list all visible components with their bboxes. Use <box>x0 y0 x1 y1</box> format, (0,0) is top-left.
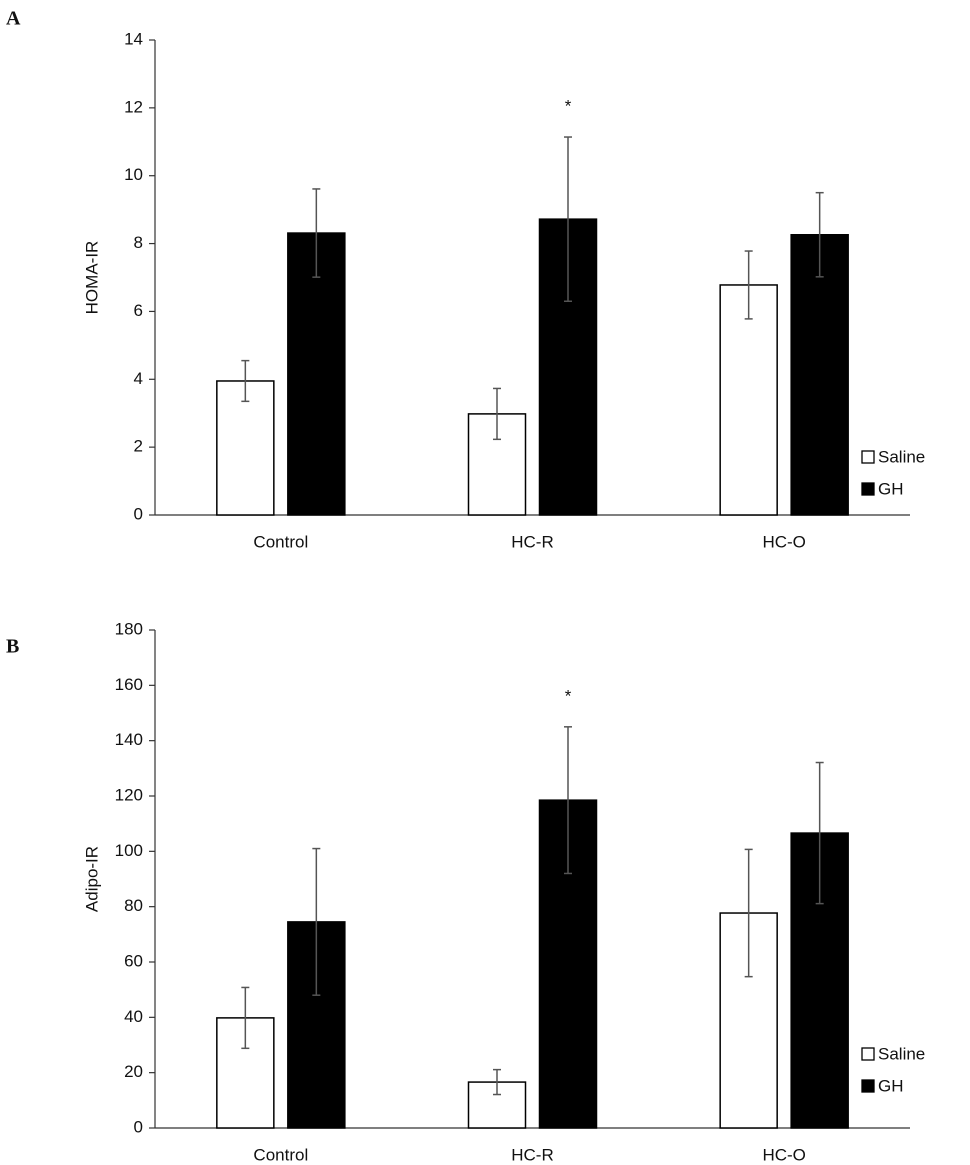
y-axis-label: HOMA-IR <box>82 241 101 315</box>
y-tick-label: 12 <box>124 97 143 116</box>
y-tick-label: 4 <box>134 369 143 388</box>
y-tick-label: 100 <box>115 841 143 860</box>
significance-marker: * <box>565 97 572 116</box>
x-tick-label: Control <box>253 532 308 551</box>
panel-label: B <box>6 636 19 658</box>
legend-label: GH <box>878 479 904 498</box>
y-tick-label: 10 <box>124 165 143 184</box>
y-tick-label: 160 <box>115 675 143 694</box>
y-tick-label: 6 <box>134 301 143 320</box>
y-tick-label: 2 <box>134 437 143 456</box>
legend-label: GH <box>878 1076 904 1095</box>
chart-panel: A HOMA-IR 0 2 4 6 8 10 12 14 Control HC-R * HC-O Salin… <box>6 8 925 552</box>
legend-swatch <box>861 482 875 496</box>
x-tick-label: HC-R <box>511 1145 554 1164</box>
y-tick-label: 14 <box>124 29 143 48</box>
y-tick-label: 60 <box>124 951 143 970</box>
y-tick-label: 8 <box>134 233 143 252</box>
legend-label: Saline <box>878 1044 925 1063</box>
bar <box>467 413 527 516</box>
y-tick-label: 40 <box>124 1007 143 1026</box>
y-tick-label: 0 <box>134 504 143 523</box>
legend-swatch <box>861 1047 875 1061</box>
x-tick-label: HC-R <box>511 532 554 551</box>
x-tick-label: HC-O <box>762 1145 805 1164</box>
x-tick-label: Control <box>253 1145 308 1164</box>
x-tick-label: HC-O <box>762 532 805 551</box>
chart-panel: B Adipo-IR 0 20 40 60 80 100 120 140 160 180 Control… <box>6 619 925 1164</box>
y-tick-label: 180 <box>115 619 143 638</box>
y-tick-label: 80 <box>124 896 143 915</box>
bar <box>287 232 346 516</box>
panel-label: A <box>6 8 21 30</box>
y-tick-label: 120 <box>115 785 143 804</box>
y-tick-label: 0 <box>134 1117 143 1136</box>
bar <box>719 284 778 516</box>
legend-swatch <box>861 450 875 464</box>
y-tick-label: 140 <box>115 730 143 749</box>
significance-marker: * <box>565 686 572 705</box>
y-axis-label: Adipo-IR <box>82 846 101 912</box>
legend-swatch <box>861 1079 875 1093</box>
y-tick-label: 20 <box>124 1062 143 1081</box>
legend-label: Saline <box>878 447 925 466</box>
